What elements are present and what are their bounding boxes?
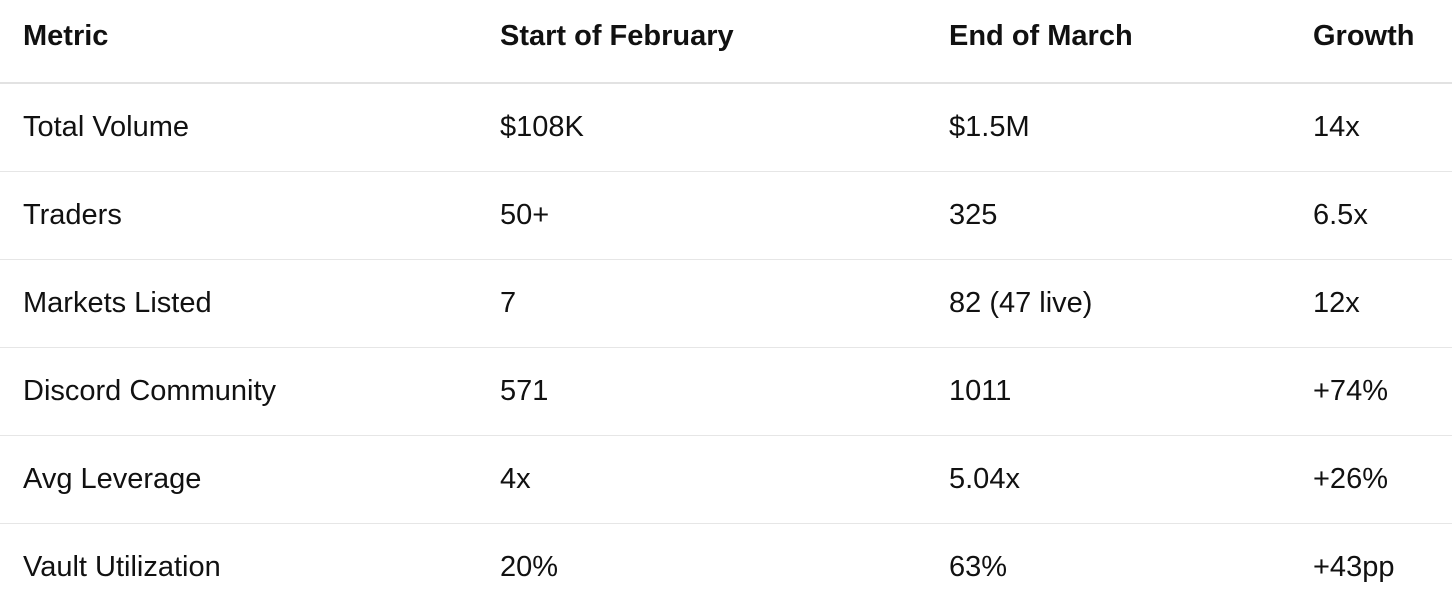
table-cell: 325 xyxy=(926,172,1290,260)
table-cell: 82 (47 live) xyxy=(926,260,1290,348)
table-cell: +26% xyxy=(1290,436,1452,524)
header-cell: Start of February xyxy=(477,0,926,83)
table-cell: 7 xyxy=(477,260,926,348)
table-cell: $108K xyxy=(477,83,926,172)
table-cell: 5.04x xyxy=(926,436,1290,524)
table-cell: 50+ xyxy=(477,172,926,260)
header-cell: Growth xyxy=(1290,0,1452,83)
table-cell: +74% xyxy=(1290,348,1452,436)
table-cell: 63% xyxy=(926,524,1290,611)
table-cell: 12x xyxy=(1290,260,1452,348)
table-cell: 571 xyxy=(477,348,926,436)
table-cell: Discord Community xyxy=(0,348,477,436)
table-cell: 4x xyxy=(477,436,926,524)
table-cell: 6.5x xyxy=(1290,172,1452,260)
table-cell: $1.5M xyxy=(926,83,1290,172)
table-cell: 14x xyxy=(1290,83,1452,172)
table-cell: Markets Listed xyxy=(0,260,477,348)
table-cell: Avg Leverage xyxy=(0,436,477,524)
header-cell: Metric xyxy=(0,0,477,83)
table-cell: Vault Utilization xyxy=(0,524,477,611)
table-cell: 1011 xyxy=(926,348,1290,436)
table-cell: +43pp xyxy=(1290,524,1452,611)
header-cell: End of March xyxy=(926,0,1290,83)
table-cell: 20% xyxy=(477,524,926,611)
table-cell: Total Volume xyxy=(0,83,477,172)
table-cell: Traders xyxy=(0,172,477,260)
